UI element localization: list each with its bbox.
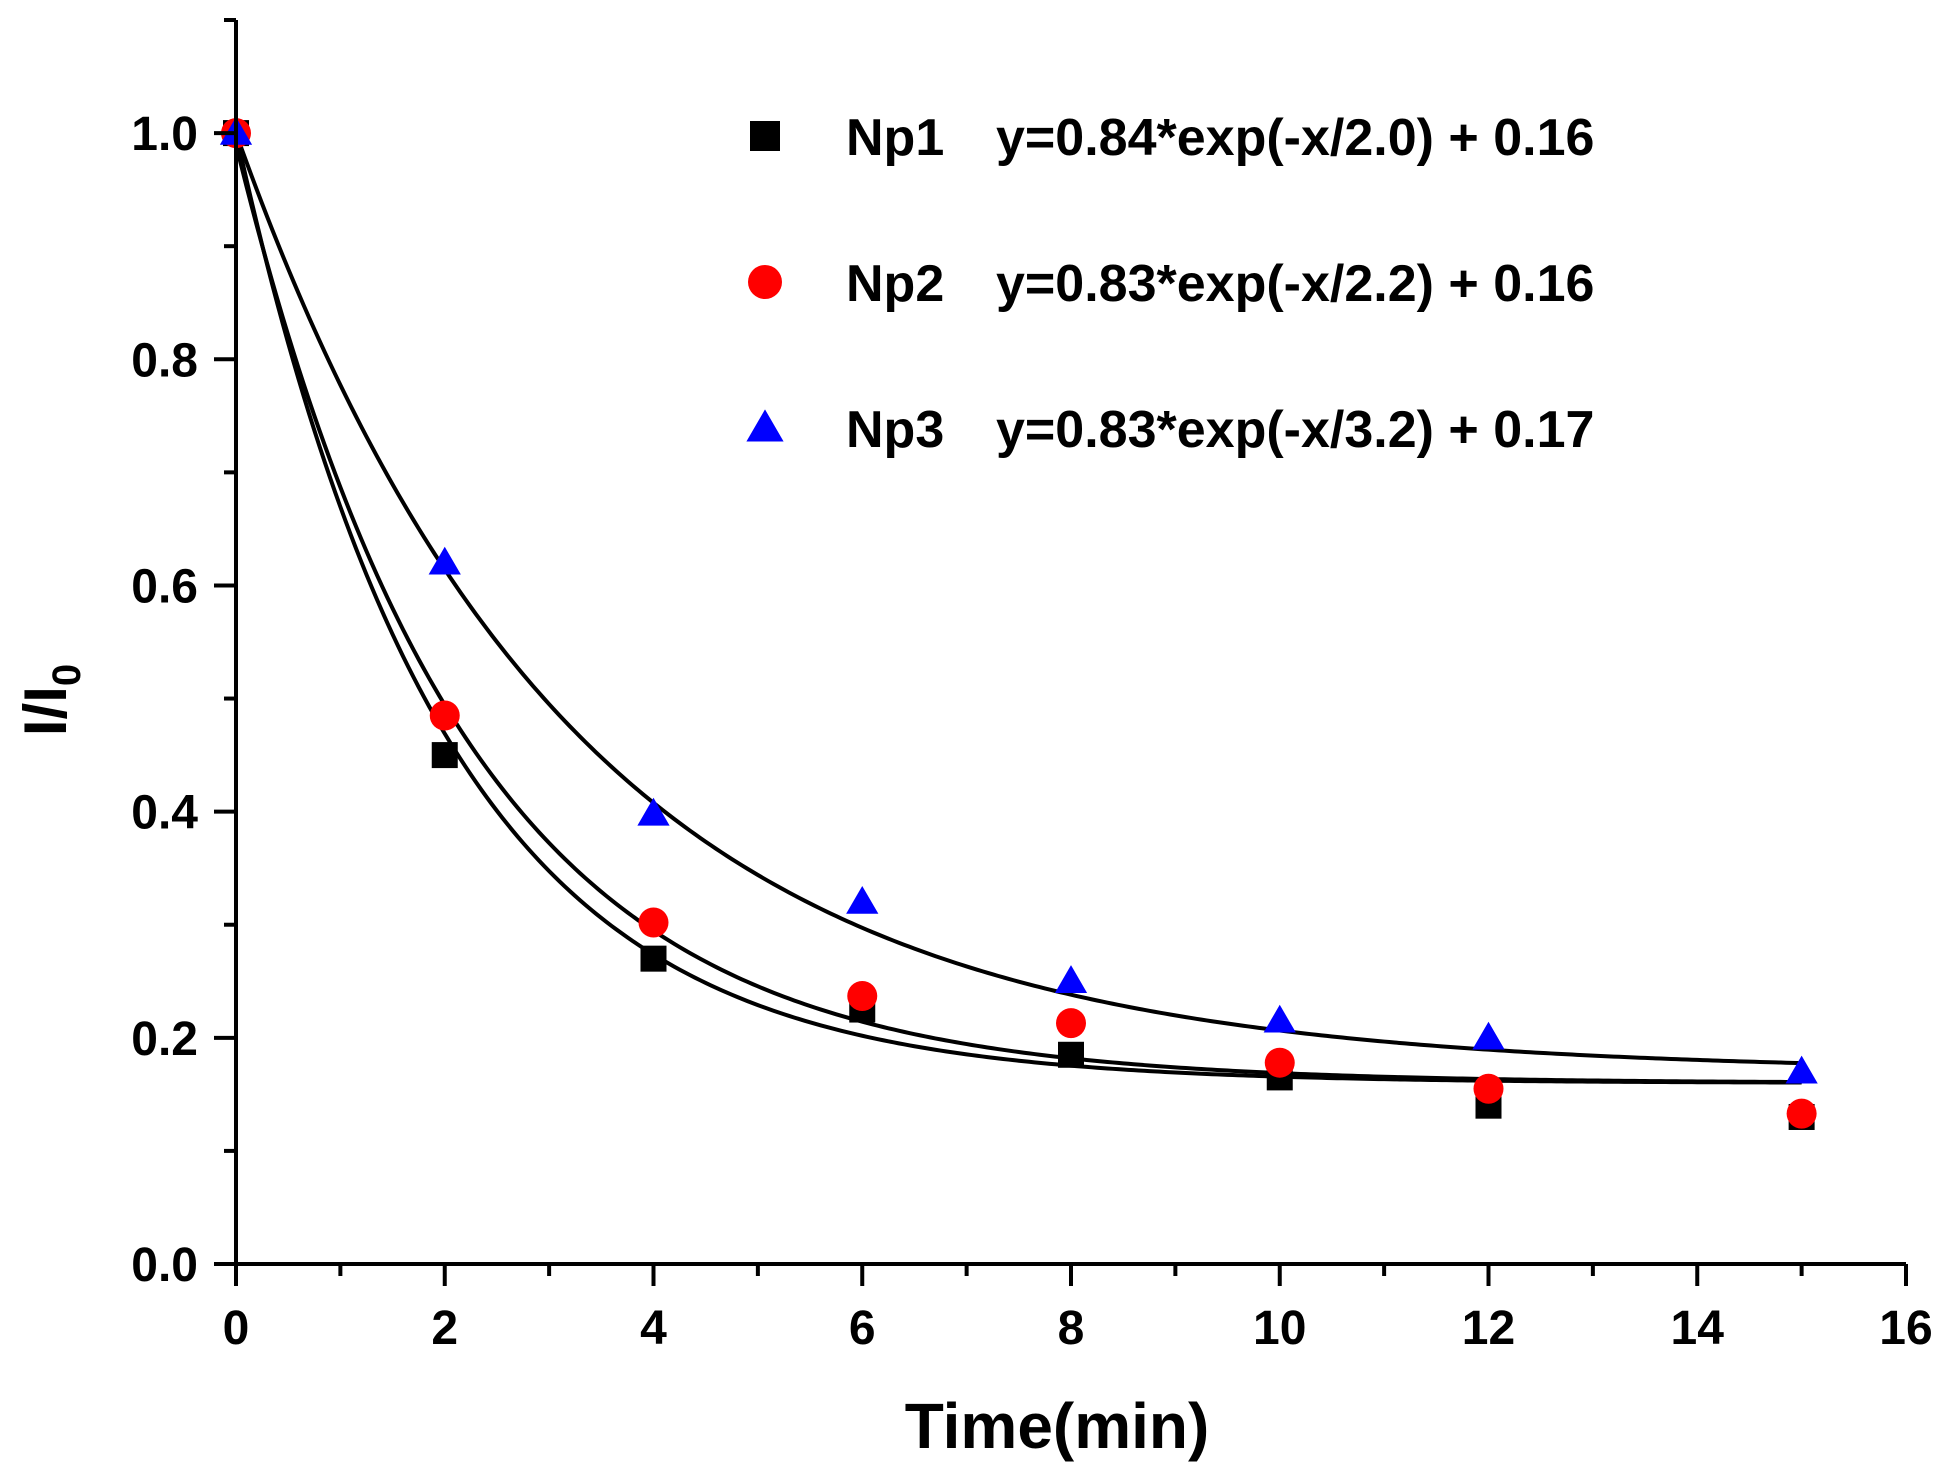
legend-label-np3: Np3 [846,401,944,459]
x-tick-label: 10 [1253,1302,1306,1355]
x-axis-label: Time(min) [905,1390,1210,1462]
legend-marker-np1 [750,121,780,151]
y-tick-label: 0.8 [131,334,198,387]
x-tick-label: 2 [431,1302,458,1355]
legend-label-np1: Np1 [846,109,944,167]
data-point-np1 [640,945,667,972]
y-tick-label: 0.6 [131,560,198,613]
legend-marker-np2 [748,265,782,299]
svg-text:I/I0: I/I0 [12,664,89,736]
x-tick-label: 0 [223,1302,250,1355]
data-point-np3 [1785,1055,1818,1084]
legend-equation-np1: y=0.84*exp(-x/2.0) + 0.16 [996,109,1594,167]
legend-equation-np2: y=0.83*exp(-x/2.2) + 0.16 [996,255,1594,313]
data-point-np3 [428,546,461,575]
data-point-np2 [1786,1098,1817,1129]
y-tick-label: 0.4 [131,787,198,840]
data-point-np2 [1056,1008,1086,1039]
x-tick-label: 4 [640,1302,667,1355]
data-point-np3 [1263,1004,1296,1033]
y-tick-label: 1.0 [131,108,198,161]
x-tick-label: 16 [1879,1302,1932,1355]
data-point-np3 [637,797,670,826]
x-tick-label: 12 [1462,1302,1515,1355]
data-point-np2 [847,980,878,1011]
y-axis-label-subscript: 0 [45,664,89,686]
fit-curves [234,132,1802,1085]
y-tick-label: 0.2 [131,1013,198,1066]
data-point-np3 [1472,1021,1505,1050]
axes: 0 2 4 6 8 10 12 14 16 0.0 0.2 0.4 0.6 0.8 1.0 [131,18,1933,1355]
x-tick-label: 8 [1058,1302,1085,1355]
legend-marker-np3 [746,409,784,442]
data-point-np3 [846,885,879,914]
x-tick-label: 14 [1671,1302,1725,1355]
data-point-np1 [431,742,458,769]
fit-curve-np2 [234,143,1802,1085]
y-axis-label-main: I/I [12,686,79,736]
legend-label-np2: Np2 [846,255,944,313]
data-point-np2 [1473,1073,1504,1104]
data-markers [219,116,1818,1130]
fit-curve-np3 [234,132,1802,1066]
y-tick-label: 0.0 [131,1239,198,1292]
data-point-np3 [1054,965,1088,993]
x-tick-label: 6 [849,1302,876,1355]
data-point-np2 [638,907,669,938]
data-point-np1 [1058,1041,1084,1068]
legend: Np1 y=0.84*exp(-x/2.0) + 0.16 Np2 y=0.83*ex… [746,109,1594,459]
data-point-np2 [429,700,460,731]
legend-equation-np3: y=0.83*exp(-x/3.2) + 0.17 [996,401,1594,459]
data-point-np2 [1264,1047,1295,1078]
y-axis-label: I/I0 [12,664,89,736]
